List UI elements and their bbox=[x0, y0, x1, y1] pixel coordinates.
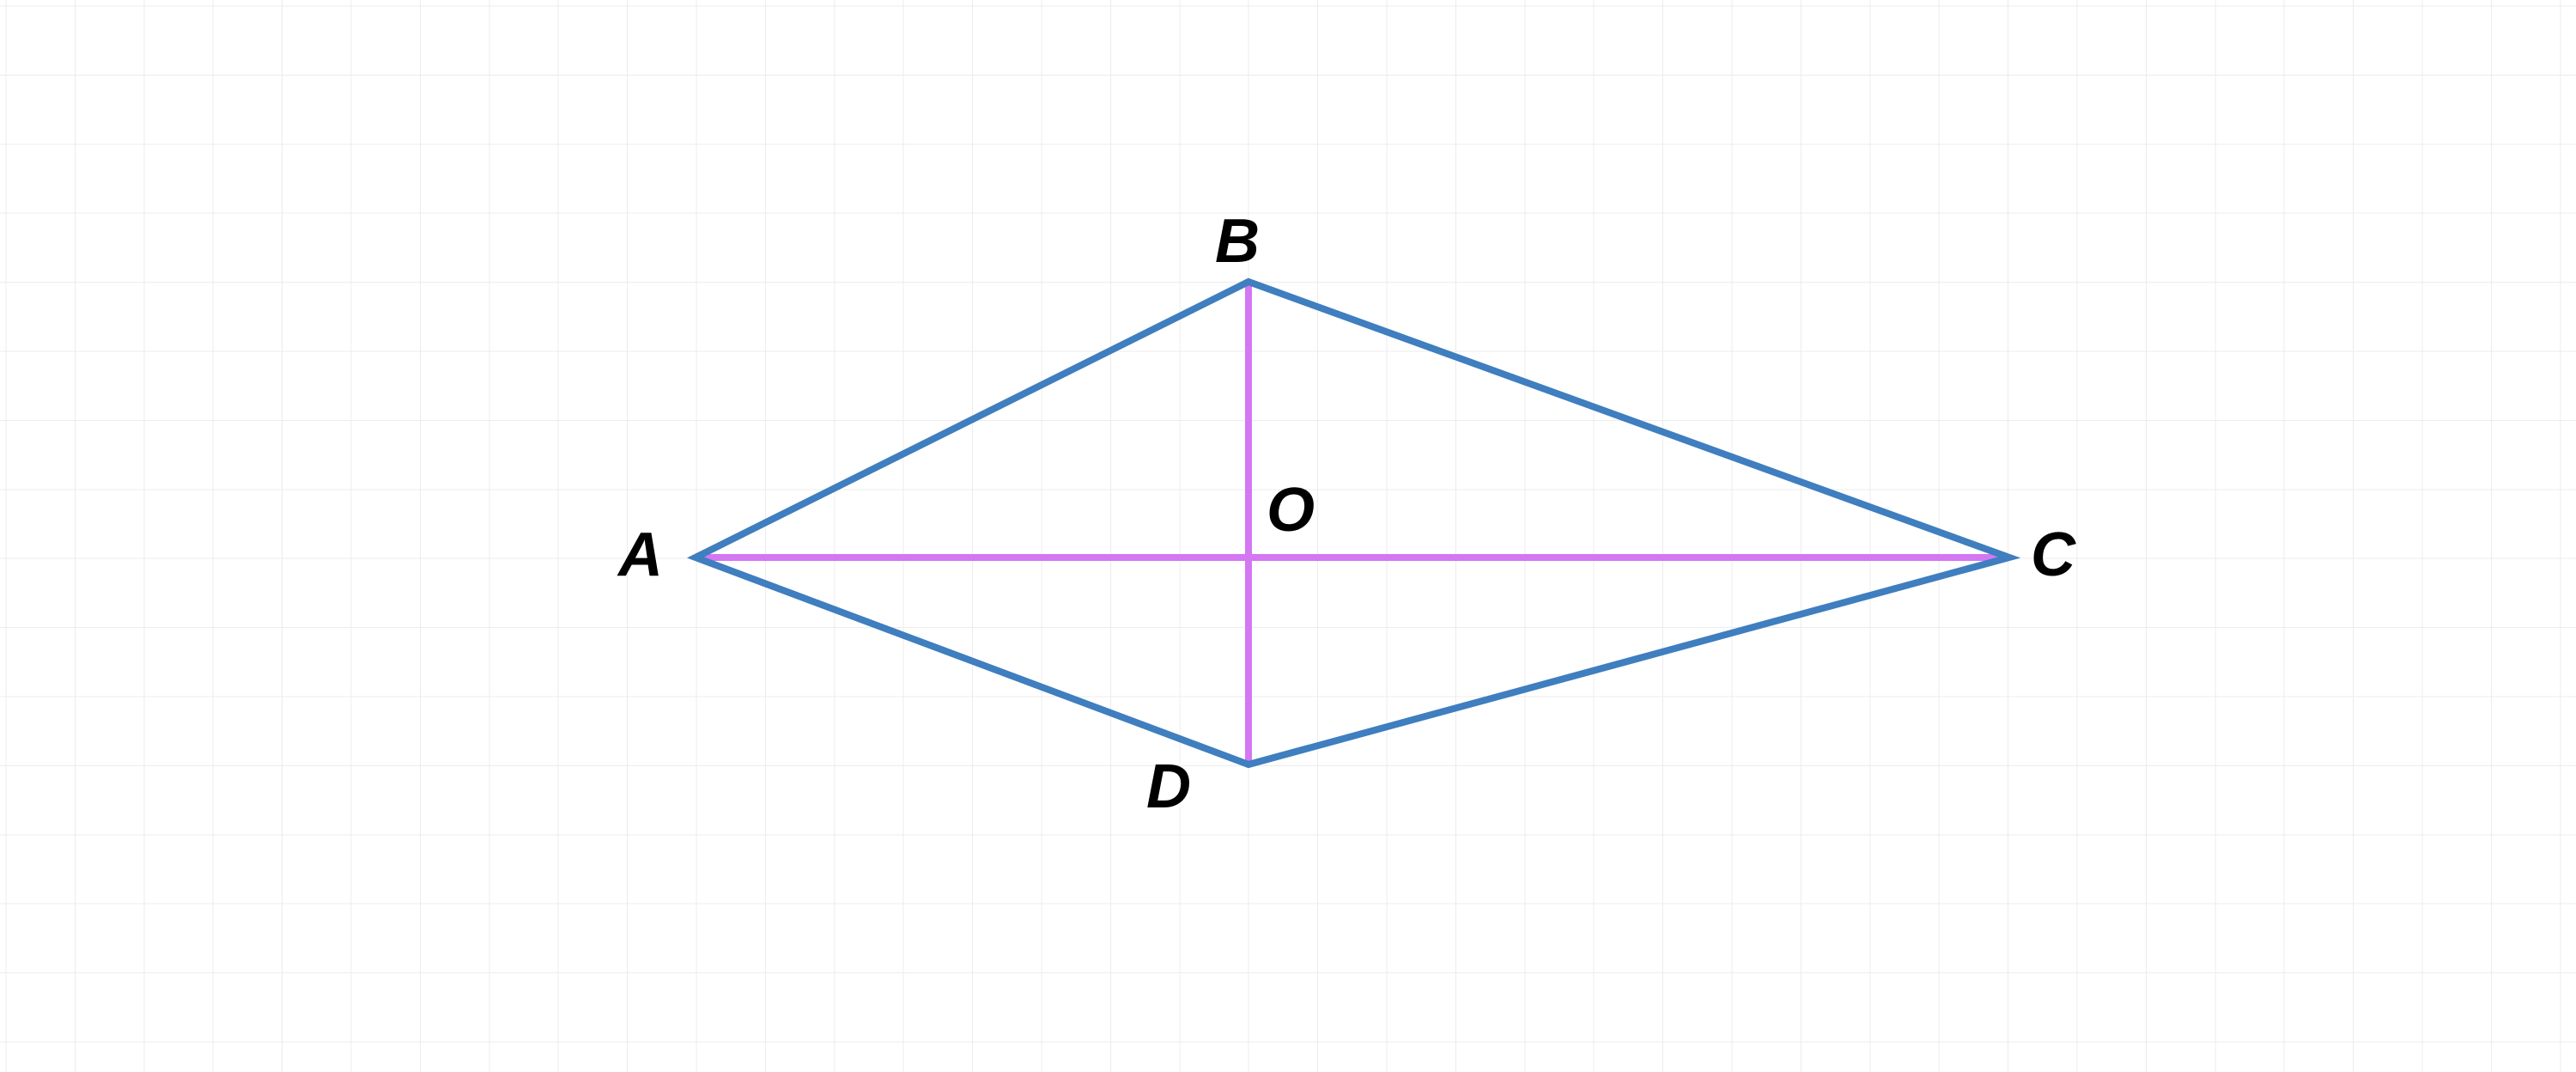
label-d: D bbox=[1146, 752, 1191, 821]
diagonals bbox=[696, 282, 2009, 764]
geometry-diagram: A B C D O bbox=[0, 0, 2576, 1072]
kite-outline bbox=[696, 282, 2009, 764]
label-o: O bbox=[1267, 476, 1315, 545]
label-b: B bbox=[1215, 207, 1260, 276]
label-c: C bbox=[2031, 521, 2076, 589]
labels: A B C D O bbox=[617, 207, 2076, 821]
label-a: A bbox=[617, 521, 663, 589]
